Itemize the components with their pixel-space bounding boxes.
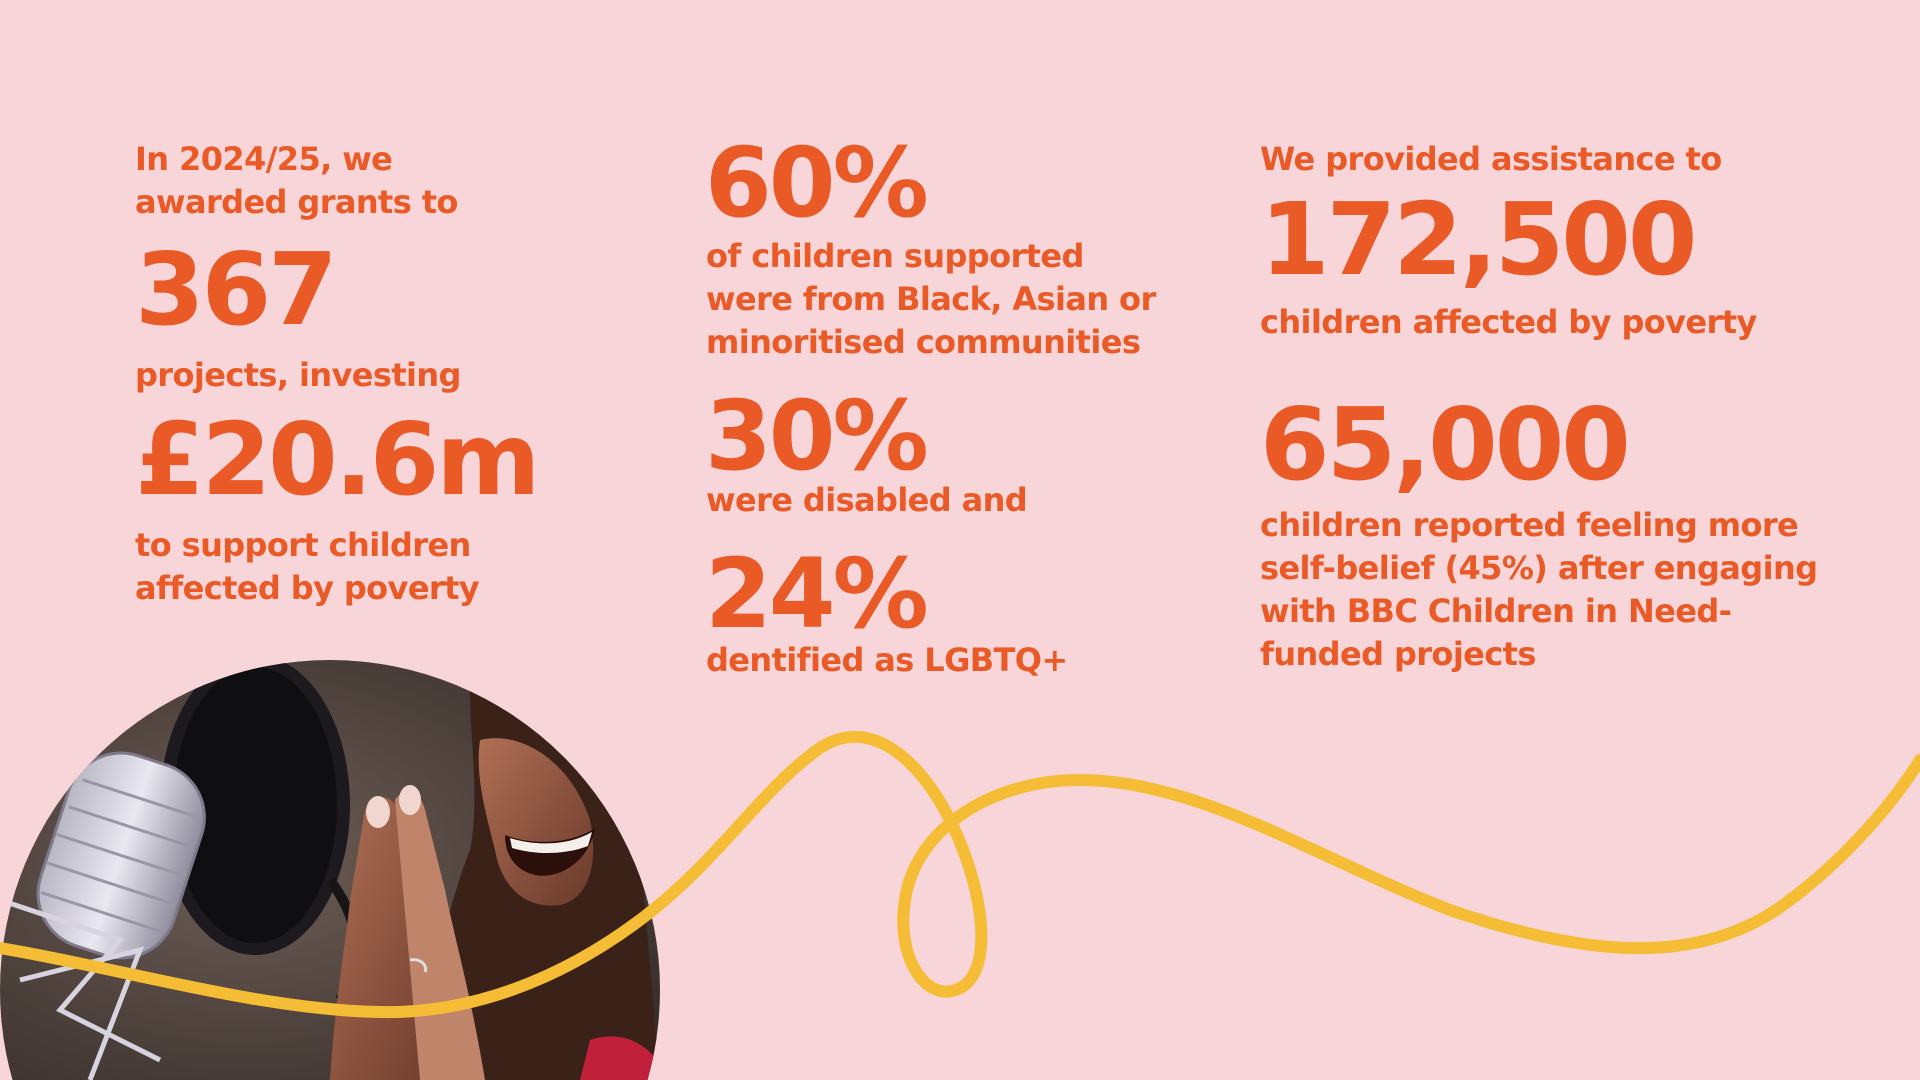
children-assisted-label: children affected by poverty [1260,303,1757,341]
self-belief-number: 65,000 [1260,386,1631,503]
self-belief-line4: funded projects [1260,635,1536,673]
self-belief-line2: self-belief (45%) after engaging [1260,549,1818,587]
stat-24-percent: 24% [705,538,929,650]
children-assisted-number: 172,500 [1260,181,1697,298]
grants-intro-line2: awarded grants to [135,183,458,221]
stat-60-line3: minoritised communities [706,323,1141,361]
stat-30-percent: 30% [705,380,929,492]
stat-60-line1: of children supported [706,237,1084,275]
stat-24-line1: dentified as LGBTQ+ [706,641,1068,679]
support-line1: to support children [135,526,471,564]
support-line2: affected by poverty [135,569,480,607]
self-belief-line1: children reported feeling more [1260,506,1799,544]
self-belief-line3: with BBC Children in Need- [1260,592,1732,630]
stat-60-percent: 60% [705,127,929,239]
projects-label: projects, investing [135,356,461,394]
investment-amount: £20.6m [135,401,541,518]
stat-60-line2: were from Black, Asian or [706,280,1156,318]
assistance-intro: We provided assistance to [1260,140,1722,178]
grants-intro-line1: In 2024/25, we [135,140,393,178]
stat-30-line1: were disabled and [706,481,1028,519]
projects-number: 367 [135,231,338,348]
